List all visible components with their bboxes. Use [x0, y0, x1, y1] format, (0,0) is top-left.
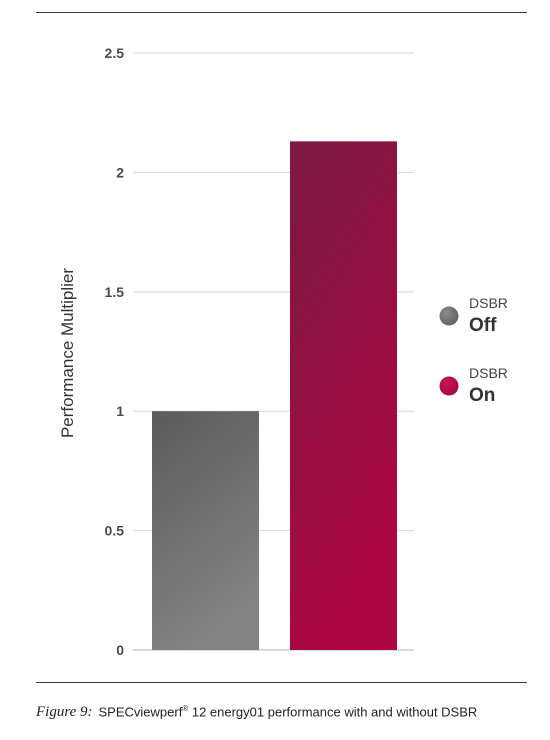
y-tick-label: 2.5 [105, 45, 125, 61]
figure-caption: Figure 9: SPECviewperf® 12 energy01 perfo… [36, 704, 477, 721]
caption-text-part2: 12 energy01 performance with and without… [188, 704, 478, 720]
y-axis-label: Performance Multiplier [58, 268, 77, 438]
bar-dsbr-off [152, 411, 259, 650]
registered-mark: ® [182, 704, 189, 713]
caption-text-part1: SPECviewperf [98, 704, 183, 720]
figure-label: Figure 9: [36, 704, 93, 721]
y-tick-label: 1 [116, 403, 124, 419]
y-tick-label: 2 [116, 164, 124, 180]
bar-chart: 0 0.5 1 1.5 2 2.5 Performance Multiplier DSBR… [58, 45, 508, 658]
top-divider [36, 12, 527, 13]
bars [152, 141, 397, 650]
legend-swatch-on [439, 376, 459, 396]
bar-dsbr-on [290, 141, 397, 650]
y-axis-ticks: 0 0.5 1 1.5 2 2.5 [105, 45, 125, 658]
legend-label-line1: DSBR [469, 365, 508, 381]
legend-swatch-off [439, 306, 459, 326]
legend: DSBR Off DSBR On [439, 295, 508, 406]
bottom-divider [36, 682, 527, 683]
legend-label-line2: Off [469, 315, 497, 336]
legend-label-line1: DSBR [469, 295, 508, 311]
y-tick-label: 0.5 [105, 523, 125, 539]
y-tick-label: 0 [116, 642, 124, 658]
legend-label-line2: On [469, 385, 495, 406]
y-tick-label: 1.5 [105, 284, 125, 300]
